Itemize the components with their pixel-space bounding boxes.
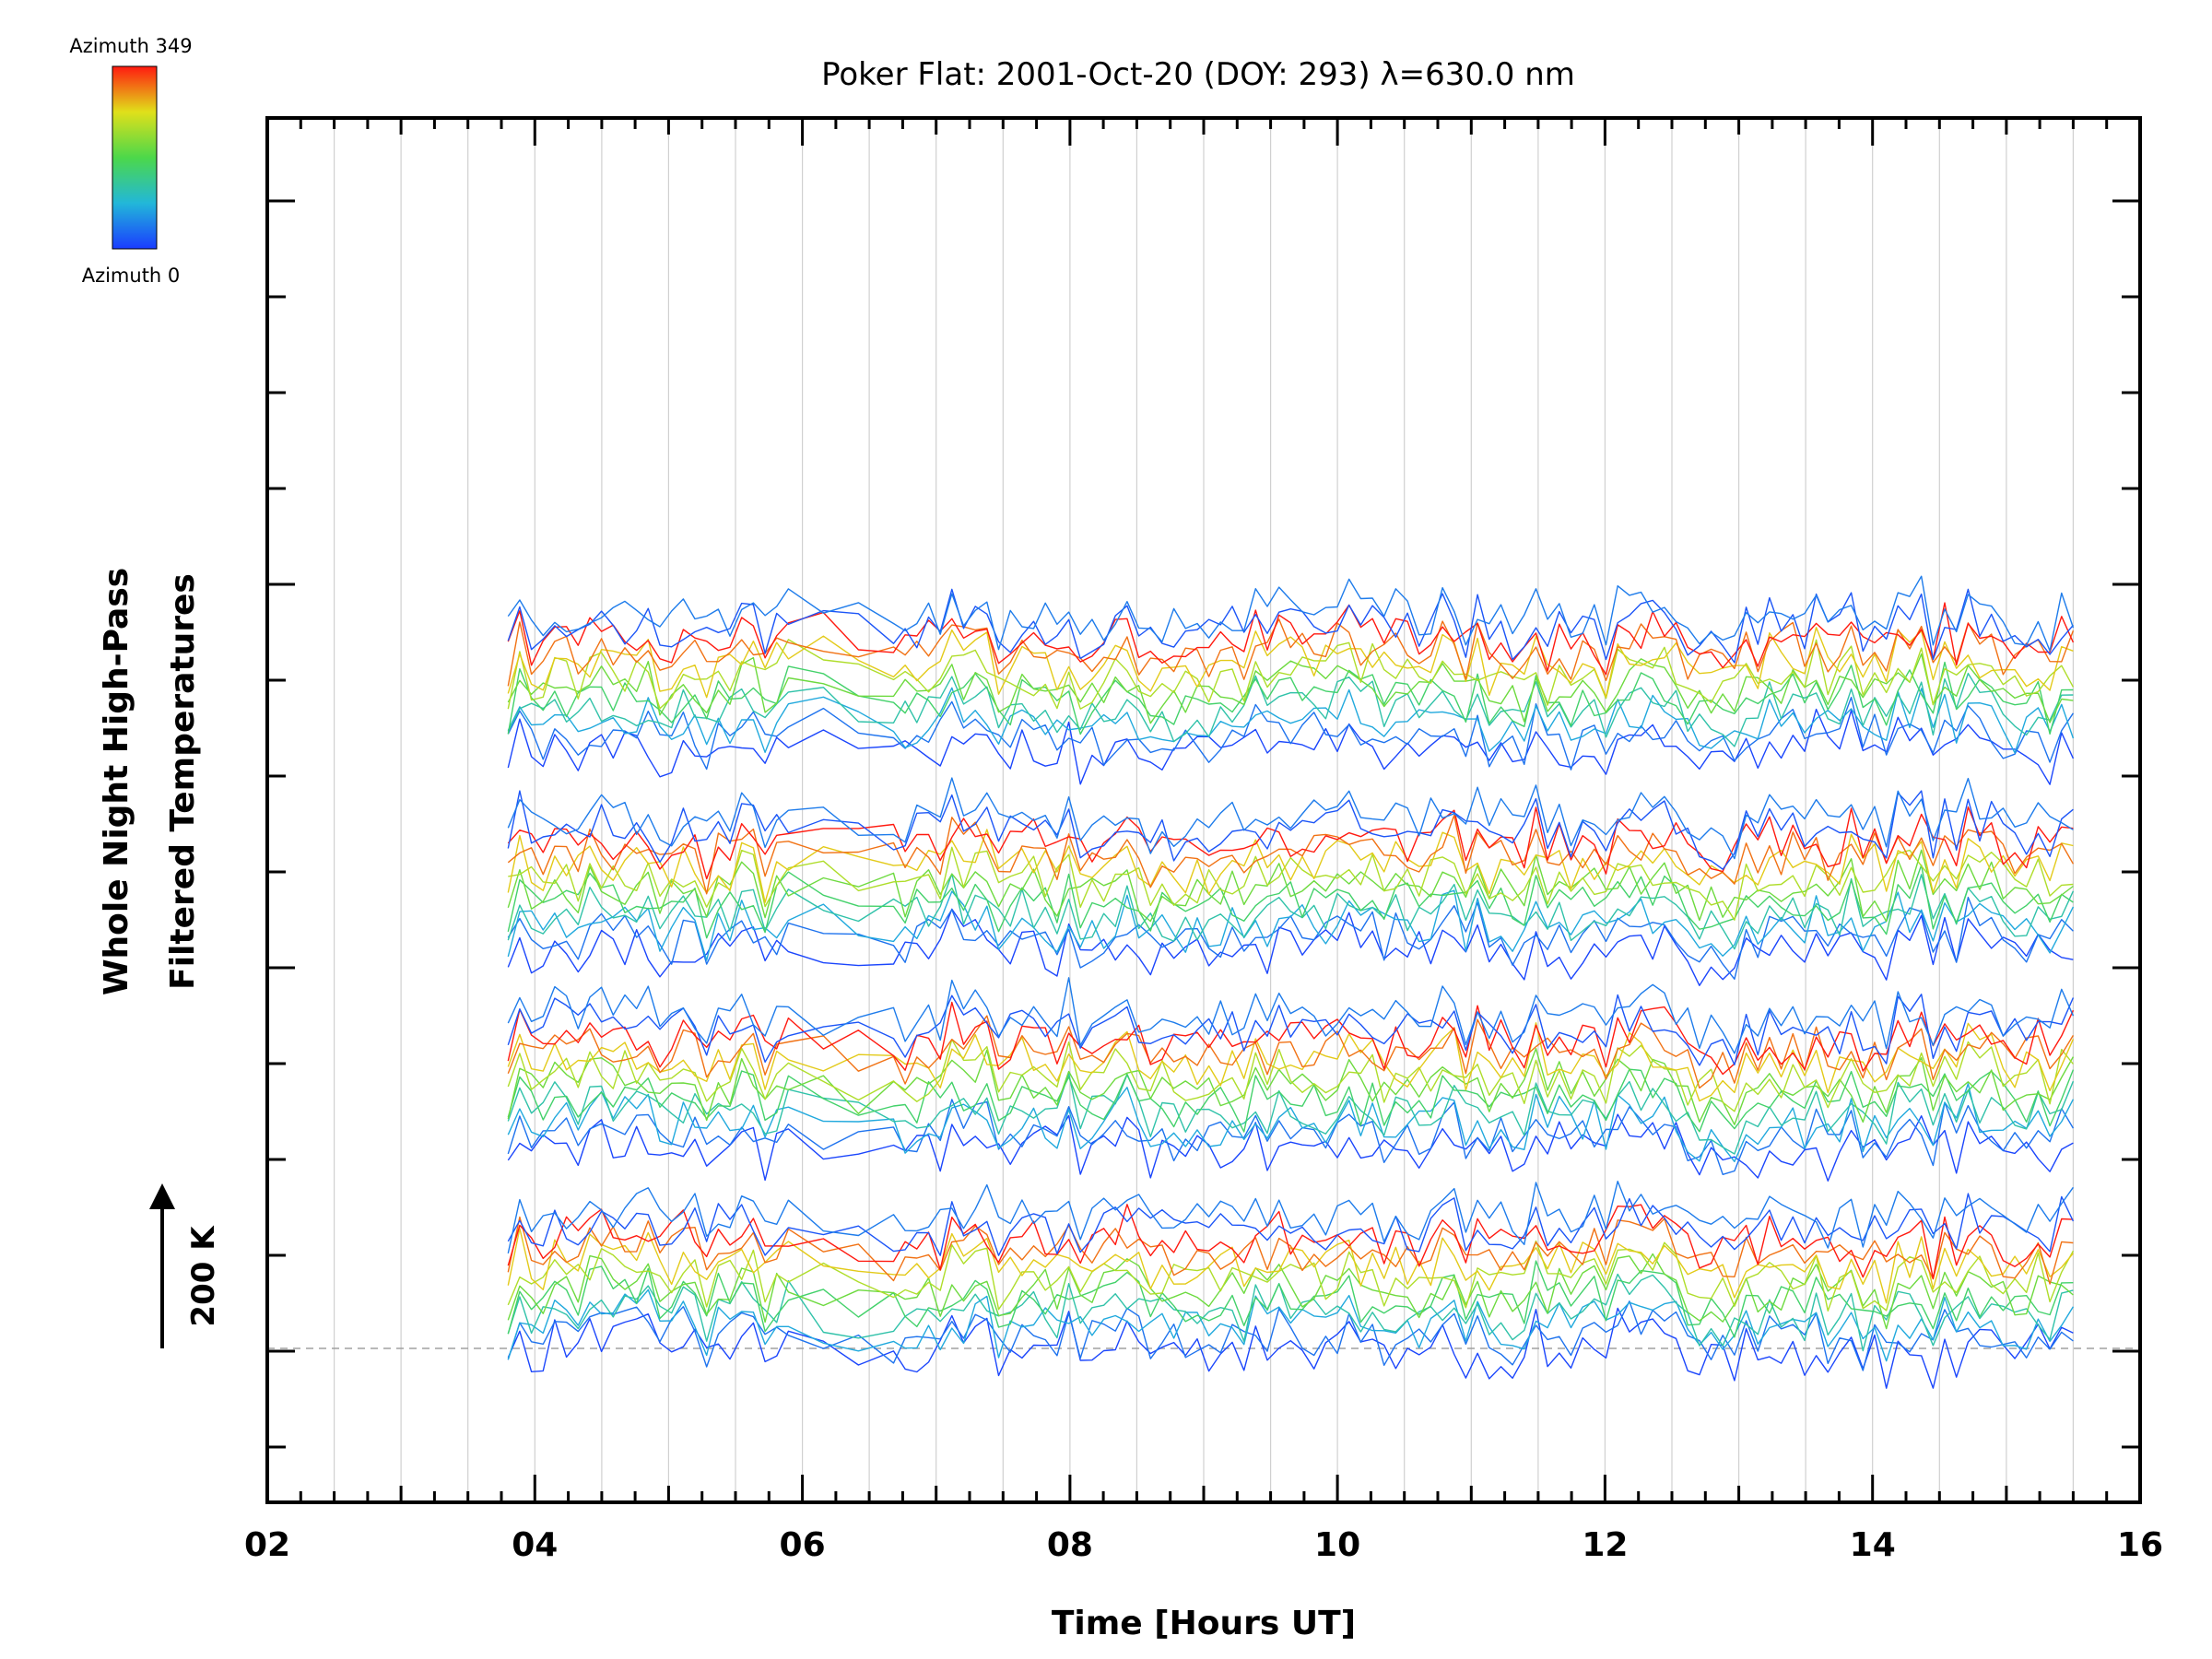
x-axis-label: Time [Hours UT] [1052,1605,1356,1642]
x-tick-label: 14 [1850,1526,1896,1564]
series-line [507,1193,2075,1256]
series-line [507,873,2075,950]
series-line [507,889,2075,961]
series-line [507,602,2075,676]
series-traces [507,575,2075,1389]
series-line [507,814,2075,895]
series-line [507,1048,2075,1125]
series-line [507,1253,2074,1330]
series-line [507,1099,2075,1175]
x-tick-label: 08 [1047,1526,1093,1564]
series-line [507,806,2074,880]
scale-arrow-head [149,1183,175,1209]
scale-label: 200 K [185,1225,222,1327]
series-line [507,1073,2075,1155]
series-line [507,829,2074,903]
series-line [507,1113,2074,1182]
x-tick-label: 02 [244,1526,290,1564]
series-line [507,1181,2074,1254]
series-line [507,1015,2074,1089]
grid-lines [334,118,2074,1502]
series-line [507,908,2074,986]
y-axis-label-line1: Whole Night High-Pass [98,568,135,995]
series-line [507,653,2074,724]
y-axis-label-line2: Filtered Temperatures [164,573,202,990]
series-line [508,846,2074,921]
series-line [507,1022,2075,1102]
series-line [507,864,2074,939]
x-tick-label: 12 [1582,1526,1628,1564]
series-line [507,1083,2075,1162]
x-tick-label: 06 [780,1526,826,1564]
series-line [507,1240,2075,1312]
series-line [507,708,2075,785]
series-line [507,1273,2074,1352]
series-line [507,696,2074,771]
series-line [507,1001,2075,1076]
series-line [507,1039,2074,1112]
series-line [507,1307,2074,1389]
series-line [507,849,2074,923]
colorbar-bottom-label: Azimuth 0 [82,265,181,287]
series-line [507,896,2074,980]
series-line [507,1228,2074,1304]
series-line [507,1068,2075,1133]
series-line [507,639,2075,710]
x-tick-label: 04 [512,1526,558,1564]
series-line [507,1204,2074,1279]
series-line [507,661,2074,735]
series-line [507,1216,2074,1285]
colorbar [112,65,158,250]
series-line [507,672,2074,747]
series-line [507,977,2075,1054]
series-line [507,687,2075,754]
x-tick-label: 16 [2117,1526,2163,1564]
series-line [507,777,2074,860]
series-line [507,618,2075,687]
axis-ticks [265,118,2142,1502]
series-line [507,575,2075,652]
series-line [507,994,2075,1066]
x-tick-label: 10 [1314,1526,1360,1564]
series-line [507,627,2074,699]
series-line [507,790,2074,870]
colorbar-top-label: Azimuth 349 [69,35,192,57]
x-tick-labels: 02 04 06 08 10 12 14 16 [244,1526,2163,1564]
chart-title: Poker Flat: 2001-Oct-20 (DOY: 293) λ=630… [821,56,1575,93]
series-line [507,1288,2074,1362]
series-line [507,1260,2074,1338]
